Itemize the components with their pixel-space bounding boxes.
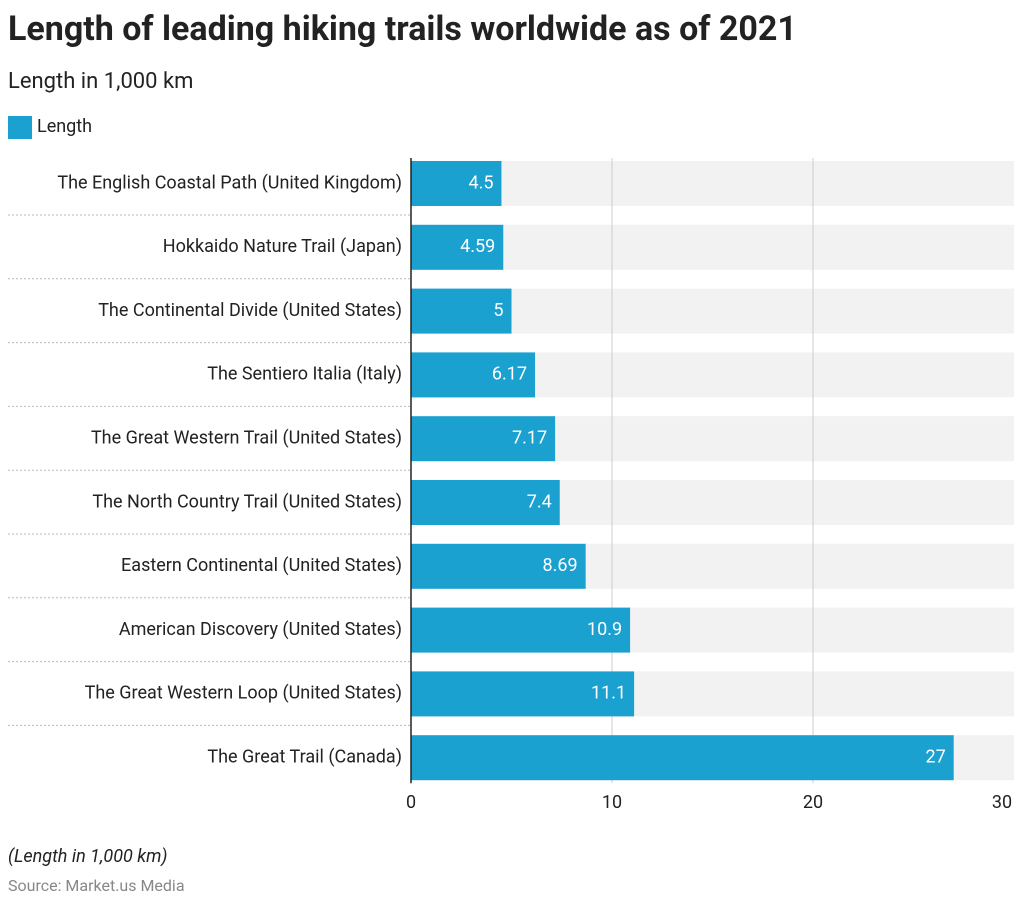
y-tick-label: The North Country Trail (United States) [92,491,402,512]
value-label: 6.17 [492,364,527,385]
bar [411,671,635,717]
value-label: 10.9 [587,619,622,640]
y-tick-label: American Discovery (United States) [119,619,402,640]
y-tick-label: The Great Western Trail (United States) [91,427,402,448]
y-tick-label: Eastern Continental (United States) [121,555,402,576]
x-tick-label: 0 [406,792,416,813]
bar [411,416,556,462]
y-tick-label: Hokkaido Nature Trail (Japan) [163,236,402,257]
value-label: 4.5 [468,172,493,193]
bar [411,224,504,270]
bar [411,161,502,206]
x-tick-label: 30 [992,792,1012,813]
value-label: 8.69 [543,555,578,576]
x-tick-label: 10 [602,792,622,813]
bar [411,607,631,653]
value-label: 4.59 [460,236,495,257]
chart-title: Length of leading hiking trails worldwid… [8,9,797,49]
row-background [411,224,1014,270]
x-tick-label: 20 [803,792,823,813]
legend-swatch [8,116,32,139]
bar [411,735,954,781]
chart-subtitle: Length in 1,000 km [8,69,193,94]
row-background [411,161,1014,206]
bar [411,480,560,525]
value-label: 27 [925,746,945,767]
note: (Length in 1,000 km) [8,846,167,867]
y-tick-label: The Great Trail (Canada) [207,746,402,767]
bar [411,352,536,398]
bar [411,543,586,589]
y-tick-label: The Great Western Loop (United States) [85,683,402,704]
value-label: 7.4 [527,491,552,512]
value-label: 7.17 [512,427,547,448]
value-label: 5 [493,300,503,321]
value-label: 11.1 [591,683,626,704]
y-tick-label: The Continental Divide (United States) [98,300,402,321]
y-tick-label: The Sentiero Italia (Italy) [207,364,402,385]
legend-label: Length [37,116,92,137]
y-tick-label: The English Coastal Path (United Kingdom… [57,172,402,193]
source: Source: Market.us Media [8,876,185,895]
bar [411,288,512,334]
